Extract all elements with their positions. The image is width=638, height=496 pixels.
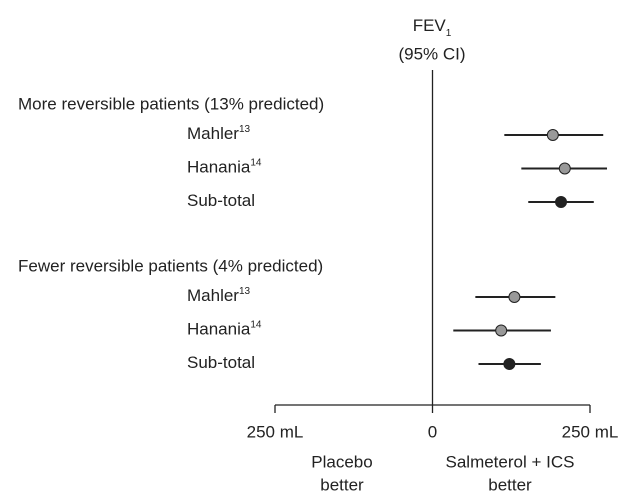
point-estimate <box>503 358 516 370</box>
point-estimate <box>555 196 568 208</box>
row-label: Hanania14 <box>187 157 262 177</box>
point-estimate <box>558 162 571 175</box>
group-label: Fewer reversible patients (4% predicted) <box>18 256 323 275</box>
point-estimate <box>546 129 559 141</box>
row-label: Hanania14 <box>187 319 262 339</box>
study-name: Mahler <box>187 286 239 305</box>
study-ref: 14 <box>250 157 262 168</box>
favors-label: better <box>488 475 532 494</box>
study-name: Mahler <box>187 124 239 143</box>
point-estimate <box>508 291 521 303</box>
study-name: Hanania <box>187 158 251 177</box>
study-ref: 14 <box>250 319 262 330</box>
x-tick-label: 250 mL <box>247 422 304 441</box>
row-label: Sub-total <box>187 191 255 210</box>
point-estimate <box>495 324 508 337</box>
favors-label: Placebo <box>311 452 372 471</box>
study-name: Hanania <box>187 320 251 339</box>
favors-label: Salmeterol + ICS <box>446 452 575 471</box>
x-tick-label: 0 <box>428 422 437 441</box>
study-ref: 13 <box>239 286 251 297</box>
study-ref: 13 <box>239 124 251 135</box>
group-label: More reversible patients (13% predicted) <box>18 94 324 113</box>
favors-label: better <box>320 475 364 494</box>
study-name: Sub-total <box>187 191 255 210</box>
x-tick-label: 250 mL <box>562 422 619 441</box>
chart-title: FEV1 <box>413 16 452 38</box>
row-label: Sub-total <box>187 353 255 372</box>
row-label: Mahler13 <box>187 286 251 306</box>
row-label: Mahler13 <box>187 124 251 144</box>
chart-subtitle: (95% CI) <box>398 44 465 63</box>
study-name: Sub-total <box>187 353 255 372</box>
